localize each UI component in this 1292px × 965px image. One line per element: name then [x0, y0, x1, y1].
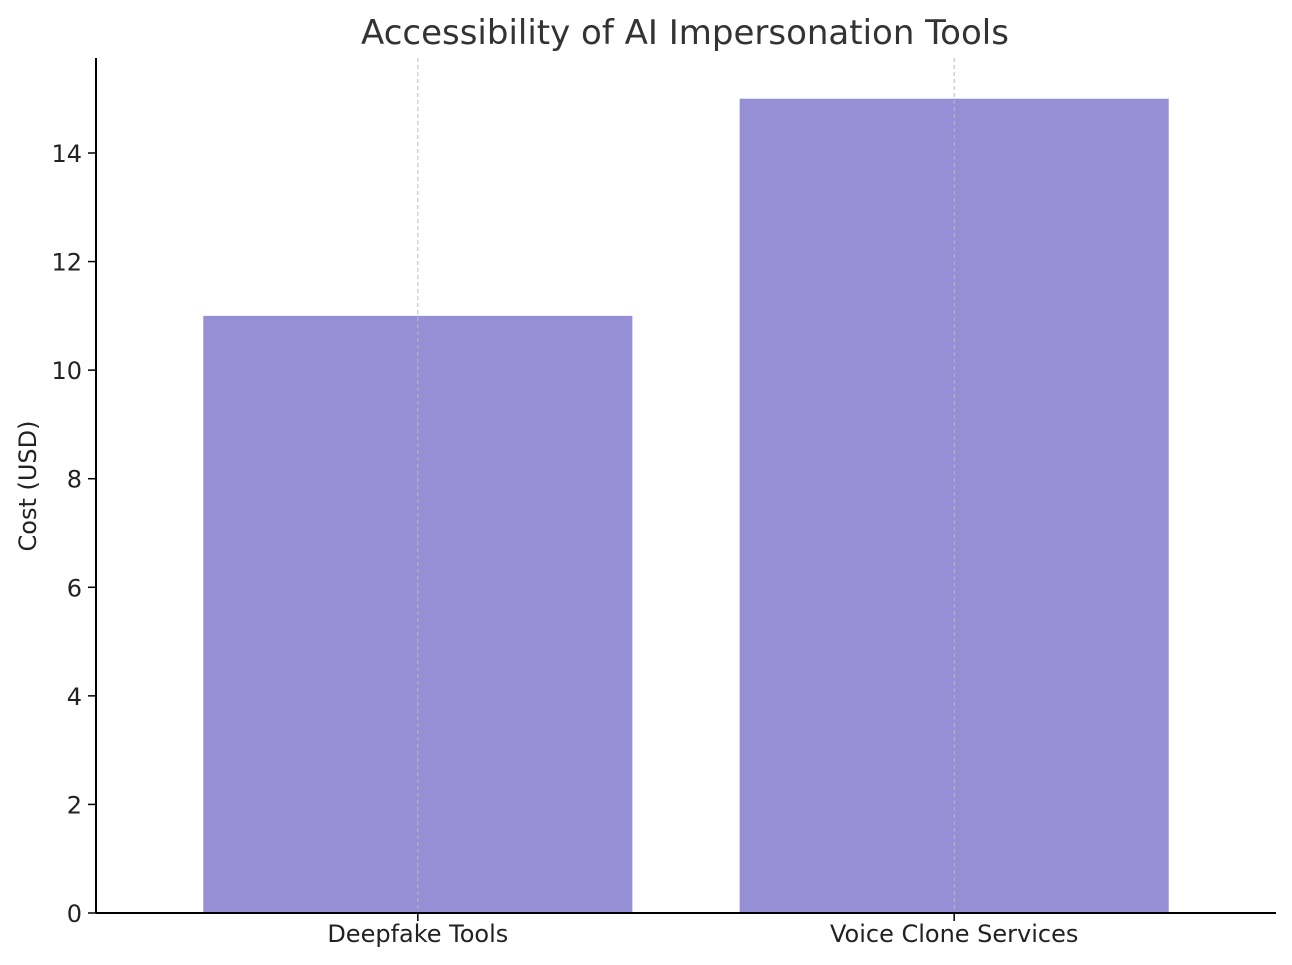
y-tick-label: 4 [67, 683, 82, 711]
grid-layer [417, 58, 955, 913]
x-tick-label: Voice Clone Services [830, 920, 1078, 948]
y-tick-label: 8 [67, 466, 82, 494]
y-tick-label: 12 [51, 249, 82, 277]
y-tick-label: 14 [51, 140, 82, 168]
axes-layer [95, 58, 1276, 914]
y-tick-label: 0 [67, 900, 82, 928]
bars-layer [203, 98, 1169, 913]
y-tick-label: 6 [67, 574, 82, 602]
x-tick-label: Deepfake Tools [327, 920, 508, 948]
y-tick-label: 2 [67, 791, 82, 819]
x-ticks-layer: Deepfake Tools Voice Clone Services [327, 913, 1078, 948]
chart-title: Accessibility of AI Impersonation Tools [361, 13, 1009, 53]
y-tick-label: 10 [51, 357, 82, 385]
y-axis-label: Cost (USD) [14, 421, 42, 552]
y-ticks-layer: 0 2 4 6 8 10 12 14 [51, 140, 96, 928]
